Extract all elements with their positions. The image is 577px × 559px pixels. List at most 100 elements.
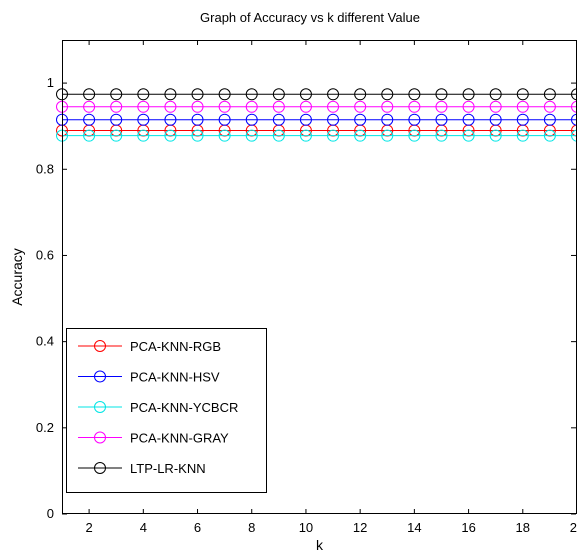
data-point — [191, 113, 204, 126]
x-tick-label: 4 — [140, 520, 147, 535]
data-point — [137, 129, 150, 142]
data-point — [218, 129, 231, 142]
data-point — [164, 113, 177, 126]
series-pca-knn-gray — [56, 100, 577, 113]
data-point — [137, 88, 150, 101]
data-point — [83, 129, 96, 142]
axis-ticks: 2 4 6 8 10 12 14 16 18 20 0 0.2 0.4 0.6 0.8 1 — [36, 40, 577, 535]
data-point — [381, 129, 394, 142]
data-point — [164, 129, 177, 142]
data-point — [327, 129, 340, 142]
legend-entry: PCA-KNN-HSV — [78, 370, 220, 385]
data-point — [327, 113, 340, 126]
legend-entry: PCA-KNN-RGB — [78, 339, 221, 354]
data-point — [191, 129, 204, 142]
legend-swatch-marker — [94, 370, 106, 383]
data-point — [571, 88, 577, 101]
data-point — [354, 129, 367, 142]
data-point — [381, 113, 394, 126]
data-point — [299, 129, 312, 142]
data-point — [164, 88, 177, 101]
data-point — [543, 129, 556, 142]
data-point — [462, 113, 475, 126]
x-tick-label: 20 — [570, 520, 577, 535]
data-point — [218, 113, 231, 126]
legend-entry: PCA-KNN-GRAY — [78, 431, 229, 446]
chart-title: Graph of Accuracy vs k different Value — [200, 10, 420, 25]
x-tick-label: 2 — [85, 520, 92, 535]
data-point — [327, 100, 340, 113]
y-tick-label: 1 — [47, 75, 54, 90]
x-tick-label: 10 — [299, 520, 313, 535]
data-point — [408, 88, 421, 101]
legend-entry: LTP-LR-KNN — [78, 461, 206, 476]
data-point — [381, 88, 394, 101]
x-tick-label: 8 — [248, 520, 255, 535]
data-point — [354, 88, 367, 101]
data-point — [218, 88, 231, 101]
data-point — [435, 113, 448, 126]
data-point — [571, 100, 577, 113]
data-point — [110, 100, 123, 113]
data-point — [571, 113, 577, 126]
y-tick-label: 0.8 — [36, 161, 54, 176]
data-point — [354, 113, 367, 126]
data-point — [83, 113, 96, 126]
legend-label: PCA-KNN-HSV — [130, 370, 220, 385]
x-tick-label: 12 — [353, 520, 367, 535]
data-point — [83, 100, 96, 113]
legend-label: PCA-KNN-GRAY — [130, 431, 229, 446]
data-point — [245, 113, 258, 126]
data-point — [516, 88, 529, 101]
legend-swatch-marker — [94, 431, 106, 444]
data-point — [543, 88, 556, 101]
data-point — [489, 88, 502, 101]
legend-swatch-marker — [94, 462, 106, 474]
data-point — [191, 88, 204, 101]
data-point — [489, 129, 502, 142]
data-point — [245, 129, 258, 142]
data-point — [299, 88, 312, 101]
data-point — [408, 113, 421, 126]
series-pca-knn-rgb — [56, 124, 577, 137]
data-point — [327, 88, 340, 101]
data-point — [110, 113, 123, 126]
data-point — [543, 100, 556, 113]
data-point — [110, 88, 123, 101]
data-point — [462, 100, 475, 113]
data-point — [354, 100, 367, 113]
legend: PCA-KNN-RGB PCA-KNN-HSV PCA-KNN-YCBCR PCA-K… — [66, 328, 267, 493]
series-ltp-lr-knn — [56, 88, 577, 101]
plot-area — [56, 88, 577, 142]
data-point — [462, 129, 475, 142]
data-point — [110, 129, 123, 142]
legend-label: LTP-LR-KNN — [130, 461, 206, 476]
legend-label: PCA-KNN-YCBCR — [130, 400, 238, 415]
legend-entry: PCA-KNN-YCBCR — [78, 400, 238, 415]
data-point — [381, 100, 394, 113]
data-point — [191, 100, 204, 113]
data-point — [272, 129, 285, 142]
x-tick-label: 16 — [461, 520, 475, 535]
data-point — [245, 88, 258, 101]
data-point — [245, 100, 258, 113]
legend-swatch-marker — [94, 340, 106, 352]
x-tick-label: 14 — [407, 520, 421, 535]
series-pca-knn-hsv — [56, 113, 577, 126]
series-pca-knn-ycbcr — [56, 129, 577, 142]
y-tick-label: 0.6 — [36, 247, 54, 262]
data-point — [83, 88, 96, 101]
y-tick-label: 0.4 — [36, 334, 54, 349]
data-point — [462, 88, 475, 101]
data-point — [435, 129, 448, 142]
data-point — [137, 100, 150, 113]
data-point — [516, 113, 529, 126]
x-tick-label: 18 — [516, 520, 530, 535]
legend-label: PCA-KNN-RGB — [130, 339, 221, 354]
data-point — [408, 100, 421, 113]
data-point — [218, 100, 231, 113]
data-point — [299, 100, 312, 113]
data-point — [299, 113, 312, 126]
data-point — [164, 100, 177, 113]
